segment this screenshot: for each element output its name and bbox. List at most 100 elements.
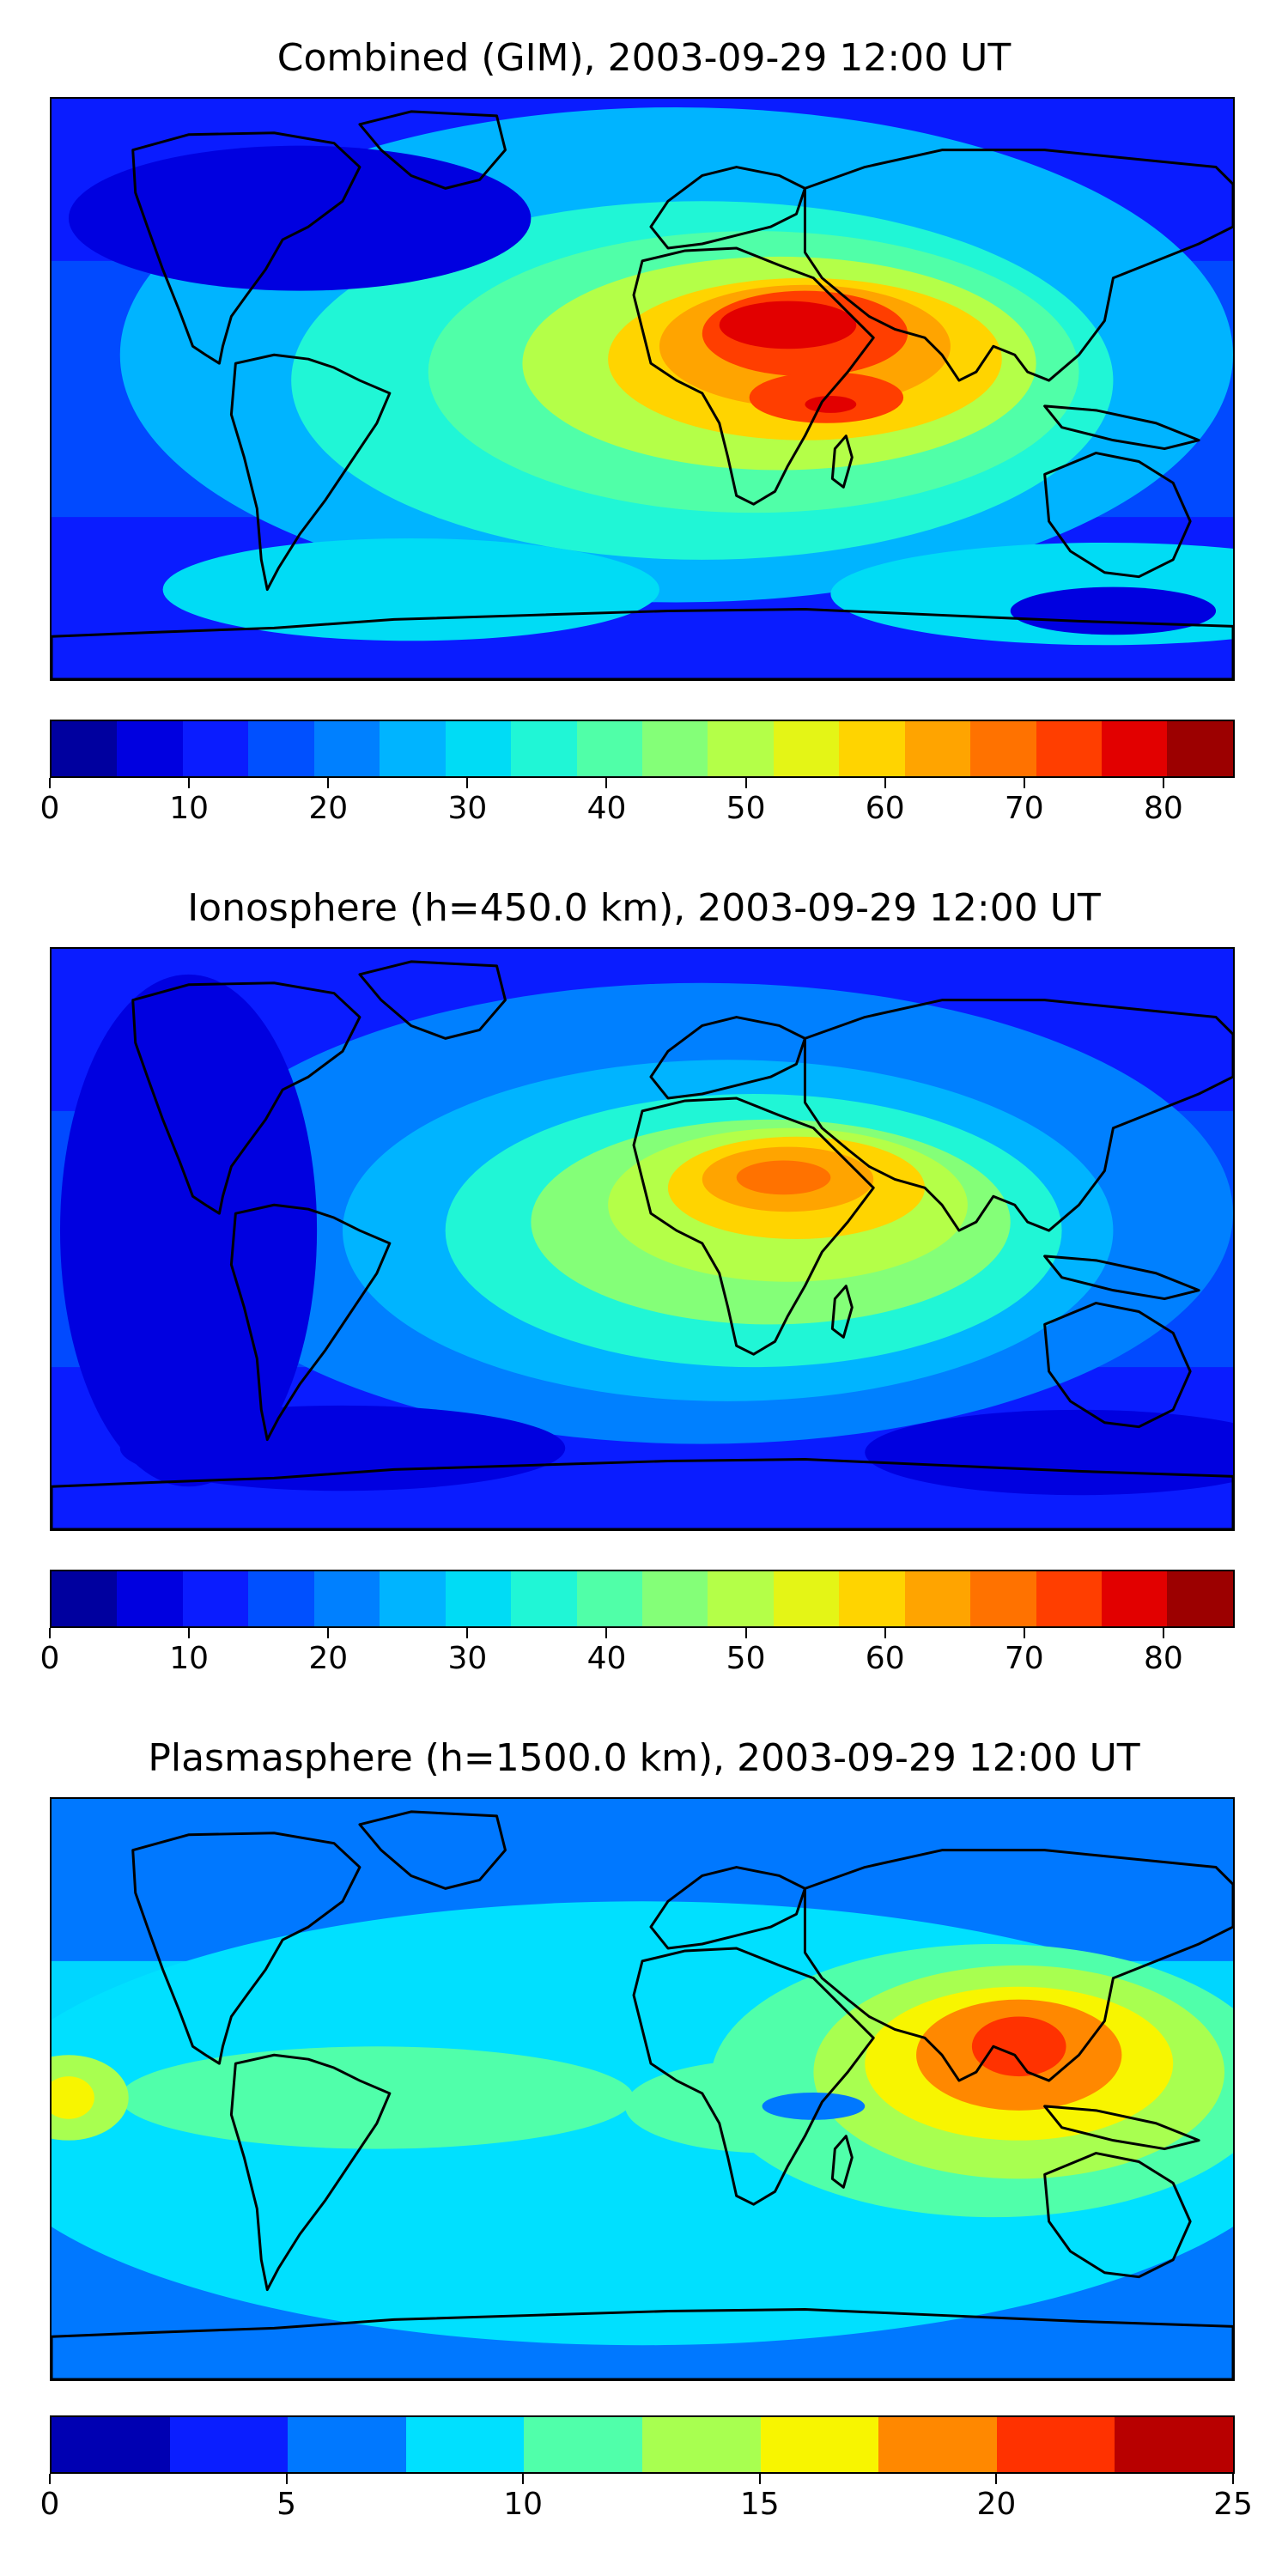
colorbar-segment (445, 1571, 512, 1626)
coastline-maritime (1043, 404, 1200, 451)
coastline-antarctica (52, 1457, 1233, 1529)
coastline-asia (803, 999, 1233, 1232)
colorbar-tick (188, 778, 191, 788)
colorbar-tick-label: 50 (726, 791, 766, 826)
colorbar-segment (248, 721, 314, 776)
colorbar-segment (904, 1571, 971, 1626)
coastline-europe (649, 1866, 806, 1950)
contour-region-7 (736, 1160, 831, 1195)
colorbar-tick-label: 30 (447, 791, 488, 826)
coastline-europe (649, 1016, 806, 1100)
colorbar-segment (182, 1571, 249, 1626)
colorbar-segment (576, 721, 642, 776)
colorbar-tick-label: 10 (503, 2487, 544, 2522)
colorbar-segment (970, 721, 1036, 776)
colorbar-tick (49, 1628, 51, 1638)
coastline-maritime (1043, 1255, 1200, 1301)
contour-region-10 (162, 538, 659, 641)
colorbar-tick-label: 60 (865, 1641, 905, 1676)
colorbar-tick (605, 778, 608, 788)
colorbar-segment (248, 1571, 314, 1626)
colorbar-tick-label: 70 (1004, 791, 1044, 826)
coastline-australia (1043, 2152, 1192, 2279)
colorbar-segment (760, 2417, 879, 2472)
contour-region-7 (719, 301, 857, 349)
panel-title-plasmasphere: Plasmasphere (h=1500.0 km), 2003-09-29 1… (148, 1736, 1140, 1780)
coastline-greenland (358, 960, 507, 1040)
colorbar-segment (1115, 2417, 1233, 2472)
coastline-australia (1043, 452, 1192, 579)
contour-region-1 (119, 2046, 635, 2149)
colorbar-plasmasphere (50, 2415, 1235, 2474)
colorbar-tick (327, 1628, 330, 1638)
colorbar-segment (1036, 1571, 1102, 1626)
coastline-europe (649, 166, 806, 250)
colorbar-segment (1036, 721, 1102, 776)
colorbar-tick-label: 0 (39, 1641, 60, 1676)
colorbar-segment (445, 721, 512, 776)
coastline-south-america (229, 353, 392, 592)
colorbar-tick (49, 778, 51, 788)
coastline-africa (632, 246, 875, 506)
colorbar-tick (522, 2474, 525, 2484)
colorbar-tick-label: 10 (169, 791, 210, 826)
colorbar-tick-label: 30 (447, 1641, 488, 1676)
colorbar-tick-label: 0 (39, 2487, 60, 2522)
coastline-north-america (131, 1832, 361, 2065)
contour-region-9 (119, 1405, 566, 1492)
colorbar-tick-label: 40 (586, 791, 627, 826)
coastline-north-america (131, 981, 361, 1215)
colorbar-segment (970, 1571, 1036, 1626)
colorbar-segment (904, 721, 971, 776)
coastline-maritime (1043, 2105, 1200, 2151)
panel-title-combined: Combined (GIM), 2003-09-29 12:00 UT (276, 36, 1012, 80)
colorbar-tick (744, 1628, 747, 1638)
colorbar-tick-label: 10 (169, 1641, 210, 1676)
colorbar-tick (285, 2474, 288, 2484)
colorbar-segment (52, 721, 118, 776)
colorbar-segment (117, 721, 183, 776)
colorbar-tick-label: 25 (1213, 2487, 1253, 2522)
tec-map-combined (50, 97, 1235, 681)
colorbar-tick-label: 80 (1144, 1641, 1183, 1676)
colorbar-tick-label: 0 (39, 791, 60, 826)
colorbar-tick (884, 778, 886, 788)
colorbar-segment (839, 721, 905, 776)
coastline-madagascar (830, 2135, 854, 2189)
colorbar-segment (641, 2417, 761, 2472)
colorbar-segment (182, 721, 249, 776)
colorbar-tick-label: 70 (1004, 1641, 1044, 1676)
colorbar-segment (708, 721, 774, 776)
contour-region-7 (971, 2016, 1066, 2077)
colorbar-tick (744, 778, 747, 788)
contour-region-10 (762, 2092, 866, 2120)
colorbar-segment (1167, 1571, 1233, 1626)
colorbar-tick-label: 40 (586, 1641, 627, 1676)
colorbar-segment (511, 1571, 577, 1626)
colorbar-segment (313, 1571, 380, 1626)
colorbar-tick (49, 2474, 51, 2484)
colorbar-segment (773, 1571, 840, 1626)
colorbar-tick-label: 20 (976, 2487, 1017, 2522)
coastline-africa (632, 1947, 875, 2206)
colorbar-segment (576, 1571, 642, 1626)
colorbar-tick-label: 50 (726, 1641, 766, 1676)
colorbar-segment (52, 2417, 170, 2472)
colorbar-segment (773, 721, 840, 776)
tec-map-plasmasphere (50, 1797, 1235, 2381)
colorbar-segment (380, 1571, 446, 1626)
coastline-africa (632, 1097, 875, 1356)
colorbar-segment (169, 2417, 289, 2472)
coastline-south-america (229, 2053, 392, 2292)
colorbar-tick (1023, 1628, 1025, 1638)
contour-region-13 (1010, 586, 1217, 635)
contour-region-12 (68, 145, 532, 291)
colorbar-segment (996, 2417, 1115, 2472)
colorbar-tick-label: 80 (1144, 791, 1183, 826)
colorbar-tick (884, 1628, 886, 1638)
coastline-greenland (358, 110, 507, 190)
colorbar-tick-label: 15 (739, 2487, 780, 2522)
colorbar-segment (1102, 1571, 1168, 1626)
colorbar-combined (50, 720, 1235, 778)
colorbar-segment (1102, 721, 1168, 776)
